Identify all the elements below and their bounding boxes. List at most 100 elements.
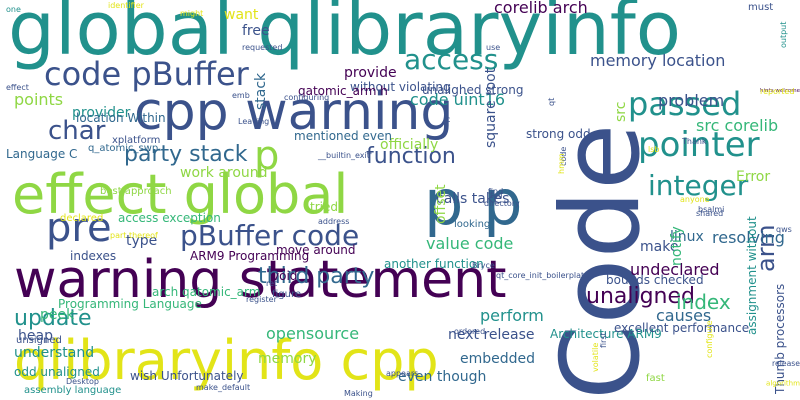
cloud-word: next release — [448, 327, 535, 343]
cloud-word: unsigned — [16, 335, 62, 346]
cloud-word: type — [126, 233, 158, 249]
cloud-word: arch qatomic_arm — [152, 285, 261, 299]
cloud-word: mentioned even — [294, 129, 392, 143]
cloud-word: output — [779, 21, 788, 48]
cloud-word: pointer — [638, 125, 760, 165]
cloud-word: qws — [776, 225, 792, 234]
cloud-word: q_atomic_swp — [88, 143, 159, 154]
cloud-word: another function — [384, 257, 484, 271]
cloud-word: shared — [696, 209, 724, 218]
cloud-word: points — [14, 90, 64, 109]
cloud-word: global qlibraryinfo — [8, 0, 682, 72]
cloud-word: p p — [424, 166, 523, 239]
cloud-word: void — [272, 269, 298, 283]
cloud-word: work around — [180, 165, 268, 181]
cloud-word: use — [486, 43, 501, 52]
cloud-word: stack — [253, 72, 269, 110]
cloud-word: unaligned — [586, 284, 696, 309]
cloud-word: ret' — [266, 279, 280, 288]
cloud-word: volatile — [591, 342, 600, 372]
cloud-word: integer — [648, 169, 749, 202]
cloud-word: hmm — [557, 153, 566, 174]
cloud-word: effect — [6, 83, 29, 92]
cloud-word: hints welcome — [760, 87, 800, 94]
cloud-word: provide — [344, 65, 397, 81]
cloud-word: Thumb processors — [773, 283, 787, 394]
cloud-word: c — [446, 115, 451, 124]
cloud-word: passed — [628, 85, 742, 123]
cloud-word: value code — [426, 234, 514, 253]
cloud-word: undeclared — [630, 260, 720, 279]
cloud-word: src corelib — [696, 116, 779, 135]
cloud-word: bounds checked — [606, 273, 704, 287]
cloud-word: party stack — [124, 142, 248, 167]
cloud-word: access — [404, 43, 499, 76]
cloud-word: corelib arch — [494, 0, 588, 17]
cloud-word: indexes — [70, 249, 117, 263]
cloud-word: looking — [454, 219, 491, 230]
cloud-word: move around — [276, 243, 356, 257]
cloud-word: lsb — [648, 145, 660, 154]
cloud-word: Language C — [6, 147, 78, 161]
cloud-word: pBuffer code — [180, 219, 360, 252]
cloud-word: update — [14, 306, 92, 331]
cloud-word: Bryce — [472, 261, 495, 270]
cloud-word: char — [48, 116, 106, 146]
cloud-word: assignment without — [745, 216, 759, 335]
cloud-word: strong odd — [526, 127, 591, 141]
cloud-word: tried — [310, 200, 338, 214]
cloud-word: opensource — [266, 324, 360, 343]
cloud-word: configure — [705, 320, 714, 358]
cloud-word: effect global — [12, 163, 349, 226]
cloud-word: wish Unfortunately — [130, 369, 244, 383]
cloud-word: Making — [344, 389, 373, 398]
cloud-word: Thank — [682, 137, 707, 146]
cloud-word: calls takes — [436, 191, 510, 207]
cloud-word: square root — [483, 67, 499, 148]
cloud-word: one — [6, 5, 21, 14]
cloud-word: access exception — [118, 211, 221, 225]
cloud-word: reported — [760, 87, 795, 96]
cloud-word: Error — [736, 169, 771, 185]
cloud-word: best approach — [100, 186, 172, 197]
cloud-word: first — [599, 332, 608, 348]
cloud-word: provider — [72, 105, 131, 121]
cloud-word: offset — [433, 184, 449, 224]
cloud-word: warning statement — [14, 250, 507, 310]
cloud-word: src — [613, 101, 629, 122]
cloud-word: declared — [60, 213, 104, 224]
cloud-word: without violating — [350, 80, 451, 94]
cloud-word: third party — [258, 264, 375, 289]
cloud-word: find — [488, 187, 504, 196]
cloud-word: part thereof — [110, 231, 158, 240]
cloud-word: understand — [14, 345, 95, 361]
cloud-word: ARM9 Programming — [190, 249, 310, 263]
cloud-word: index — [676, 290, 731, 314]
cloud-word: problem — [658, 91, 725, 110]
cloud-word: must — [748, 2, 774, 13]
cloud-word: unalighed strong — [422, 83, 524, 97]
cloud-word: might — [180, 9, 204, 18]
cloud-word: location Within — [76, 111, 166, 125]
cloud-word: qatomic_arm h — [298, 84, 388, 98]
cloud-word: even though — [398, 369, 487, 385]
cloud-word: fast — [646, 373, 665, 384]
cloud-word: code pBuffer — [44, 55, 249, 93]
cloud-word: causes — [656, 306, 712, 325]
cloud-word: directory — [484, 199, 520, 208]
cloud-word: algorithm — [766, 379, 800, 388]
cloud-word: register' — [246, 295, 280, 304]
cloud-word: address — [318, 217, 350, 226]
cloud-word: make_default — [196, 383, 251, 392]
cloud-word: emb — [232, 91, 250, 100]
cloud-word: appears — [386, 369, 419, 378]
cloud-word: excellent performance — [614, 321, 750, 335]
cloud-word: cpp warning — [134, 82, 454, 142]
cloud-word: pre — [46, 205, 112, 251]
cloud-word: resolving — [712, 228, 785, 247]
cloud-word: Leaving — [238, 117, 270, 126]
cloud-word: peek — [40, 307, 75, 323]
cloud-word: officially — [380, 137, 439, 153]
cloud-word: identifier — [108, 1, 144, 10]
